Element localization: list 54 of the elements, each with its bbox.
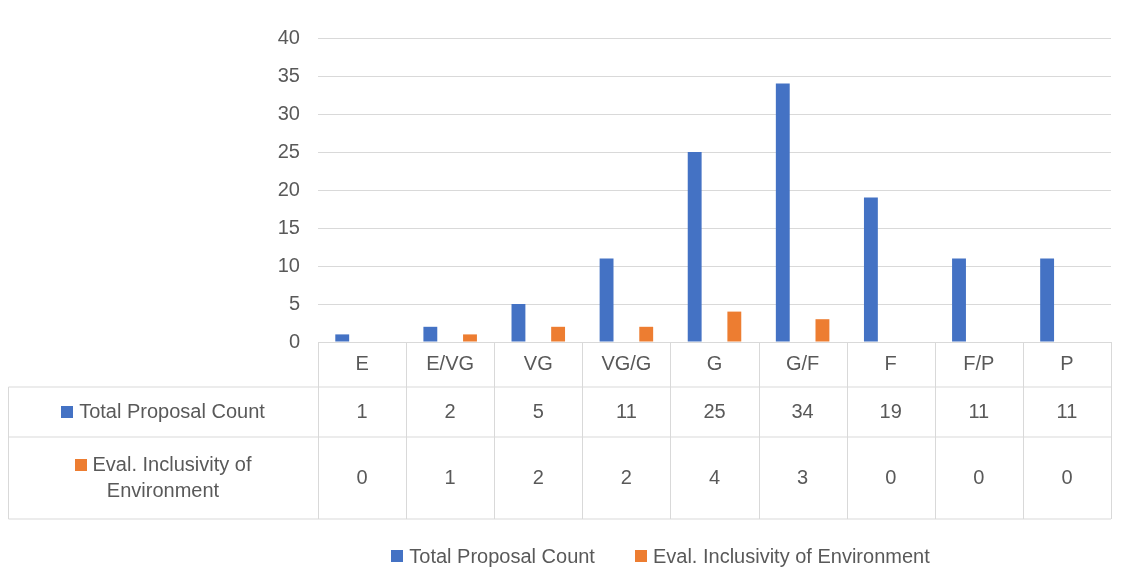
y-tick-label: 10 xyxy=(277,253,300,276)
text: Total Proposal Count xyxy=(409,544,595,567)
data-label: 34 xyxy=(791,399,814,422)
x-tick-label: VG/G xyxy=(601,352,652,375)
bar xyxy=(815,319,830,342)
y-tick-label: 35 xyxy=(277,63,300,86)
bar xyxy=(863,197,878,342)
bar xyxy=(423,326,438,342)
bar xyxy=(335,334,350,342)
x-tick-label: P xyxy=(1060,352,1074,375)
bar xyxy=(551,326,566,342)
legend-label: Total Proposal Count xyxy=(79,399,266,422)
data-label: 25 xyxy=(703,399,726,422)
y-tick-label: 25 xyxy=(277,139,300,162)
bar xyxy=(687,152,702,342)
text: Eval. Inclusivity of Environment xyxy=(92,452,252,501)
bar xyxy=(599,258,614,342)
data-label: 11 xyxy=(968,399,990,422)
bar xyxy=(639,326,654,342)
bar xyxy=(463,334,477,342)
x-tick-label: F xyxy=(884,352,897,375)
y-tick-label: 30 xyxy=(277,101,300,124)
data-label: 0 xyxy=(885,465,897,488)
data-label: 1 xyxy=(444,465,456,488)
data-label: 2 xyxy=(532,465,544,488)
bar xyxy=(511,304,526,342)
y-tick-label: 40 xyxy=(277,25,300,48)
data-label: 2 xyxy=(444,399,456,422)
bar xyxy=(952,258,966,342)
data-label: 1 xyxy=(356,399,368,422)
data-label: 0 xyxy=(356,465,368,488)
x-tick-label: G xyxy=(706,352,723,375)
y-tick-label: 20 xyxy=(277,177,300,200)
data-label: 0 xyxy=(973,465,985,488)
x-tick-label: VG xyxy=(523,352,553,375)
data-label: 11 xyxy=(616,399,637,422)
data-label: 2 xyxy=(620,465,632,488)
bar xyxy=(727,311,742,342)
data-label: 3 xyxy=(797,465,809,488)
data-label: 5 xyxy=(532,399,544,422)
legend-label: Eval. Inclusivity of Environment xyxy=(652,544,930,568)
data-label: 0 xyxy=(1061,465,1073,488)
y-tick-label: 0 xyxy=(288,329,300,352)
data-label: 4 xyxy=(708,465,721,488)
data-label: 11 xyxy=(1056,399,1078,422)
data-label: 19 xyxy=(879,399,902,422)
x-tick-label: E/VG xyxy=(426,352,475,375)
y-tick-label: 15 xyxy=(277,215,300,238)
bar xyxy=(775,83,790,342)
x-tick-label: E xyxy=(355,352,369,375)
y-tick-label: 5 xyxy=(288,291,300,314)
x-tick-label: F/P xyxy=(963,352,995,375)
x-tick-label: G/F xyxy=(785,352,820,375)
bar xyxy=(1040,258,1055,342)
